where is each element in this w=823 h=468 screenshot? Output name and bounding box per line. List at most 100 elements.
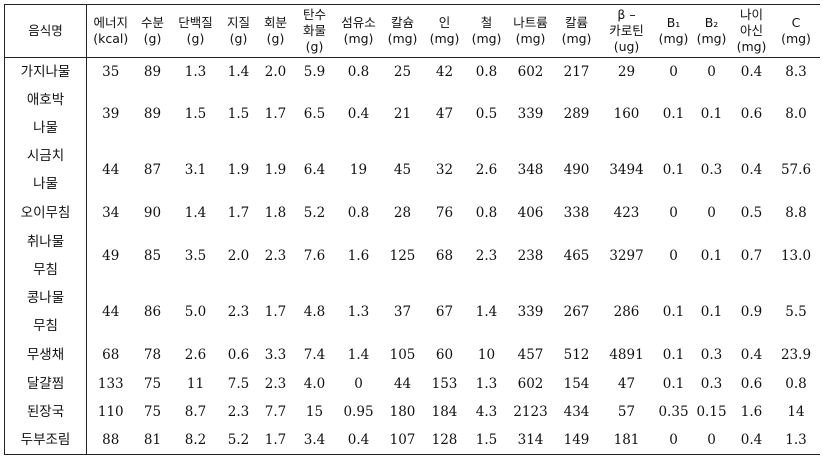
value-cell: 0.4 [740, 347, 763, 363]
value-cell: 2.3 [264, 376, 287, 392]
value-cell: 42 [435, 64, 454, 80]
value-cell: 286 [613, 304, 640, 320]
table-row: 된장국 110 75 8.7 2.3 7.7 15 0.95 180 184 4.3 2123 434 5… [4, 398, 820, 426]
value-cell: 125 [389, 248, 416, 264]
header-cell: 칼슘 (mg) [382, 4, 423, 58]
table-row: 달걀찜 133 75 11 7.5 2.3 4.0 0 44 153 1.3 602 154 47 0.1 0… [4, 370, 820, 398]
value-cell: 0.6 [227, 347, 250, 363]
value-cell: 160 [613, 106, 640, 122]
value-cell: 3.5 [184, 248, 207, 264]
value-cell: 149 [554, 426, 599, 455]
header-cell: B₂ (mg) [692, 4, 731, 58]
value-cell: 0.1 [662, 347, 685, 363]
food-name: 시금치 나물 [4, 142, 87, 198]
value-cell: 4.8 [303, 304, 326, 320]
value-cell: 0.15 [696, 404, 727, 420]
value-cell: 5.2 [220, 426, 257, 455]
value-cell: 1.5 [466, 426, 507, 455]
value-cell: 0.3 [700, 162, 723, 178]
value-cell: 44 [102, 162, 120, 178]
value-cell: 0 [669, 64, 678, 80]
table-row: 가지나물 35 89 1.3 1.4 2.0 5.9 0.8 25 42 0.8 602 217 29 0 0… [4, 57, 820, 86]
value-cell: 21 [393, 106, 412, 122]
value-cell: 1.3 [475, 376, 498, 392]
value-cell: 0.5 [475, 106, 498, 122]
value-cell: 184 [431, 404, 458, 420]
value-cell: 0.1 [700, 106, 723, 122]
value-cell: 289 [563, 106, 590, 122]
value-cell: 0.6 [740, 106, 763, 122]
value-cell: 2.3 [227, 304, 250, 320]
value-cell: 47 [617, 376, 636, 392]
value-cell: 217 [563, 64, 590, 80]
value-cell: 2.0 [227, 248, 250, 264]
value-cell: 0.1 [662, 304, 685, 320]
value-cell: 0 [707, 205, 716, 221]
value-cell: 0.1 [662, 106, 685, 122]
value-cell: 3.3 [264, 347, 287, 363]
food-name: 가지나물 [4, 57, 87, 86]
value-cell: 153 [431, 376, 458, 392]
value-cell: 1.4 [227, 64, 250, 80]
value-cell: 2.0 [264, 64, 287, 80]
food-name: 취나물 무침 [4, 228, 87, 284]
value-cell: 85 [143, 248, 162, 264]
value-cell: 39 [102, 106, 120, 122]
value-cell: 0.1 [700, 248, 723, 264]
value-cell: 90 [143, 205, 162, 221]
value-cell: 1.6 [347, 248, 370, 264]
food-name: 콩나물 무침 [4, 284, 87, 340]
value-cell: 0.8 [475, 64, 498, 80]
value-cell: 7.6 [303, 248, 326, 264]
value-cell: 1.4 [184, 205, 207, 221]
table-row: 콩나물 무침 44 86 5.0 2.3 1.7 4.8 1.3 37 67 1.4 339 267 28… [4, 284, 820, 340]
value-cell: 3494 [609, 162, 644, 178]
value-cell: 1.3 [347, 304, 370, 320]
value-cell: 0.6 [740, 376, 763, 392]
table-row: 시금치 나물 44 87 3.1 1.9 1.9 6.4 19 45 32 2.6 348 490 349… [4, 142, 820, 198]
value-cell: 28 [393, 205, 412, 221]
header-row: 음식명 에너지 (kcal) 수분 (g) 단백질 (g) 지질 (g) 회분 (g) 탄수… [4, 4, 820, 58]
header-cell: 철 (mg) [466, 4, 507, 58]
value-cell: 5.0 [184, 304, 207, 320]
value-cell: 339 [517, 304, 544, 320]
header-cell: 에너지 (kcal) [86, 4, 135, 58]
value-cell: 0.35 [658, 404, 689, 420]
food-name: 무생채 [4, 340, 87, 370]
value-cell: 86 [143, 304, 162, 320]
value-cell: 0.8 [475, 205, 498, 221]
value-cell: 0 [692, 426, 731, 455]
header-cell: 탄수 화물 (g) [294, 4, 335, 58]
table-row: 두부조림 88 81 8.2 5.2 1.7 3.4 0.4 107 128 1.5 314 149 18… [4, 426, 820, 455]
value-cell: 68 [102, 347, 120, 363]
value-cell: 457 [517, 347, 544, 363]
value-cell: 0.1 [662, 376, 685, 392]
header-cell: 음식명 [4, 4, 87, 58]
value-cell: 2123 [513, 404, 548, 420]
value-cell: 0 [669, 205, 678, 221]
value-cell: 37 [393, 304, 412, 320]
value-cell: 19 [349, 162, 368, 178]
value-cell: 8.8 [785, 205, 807, 221]
value-cell: 0.4 [347, 106, 370, 122]
value-cell: 7.4 [303, 347, 326, 363]
page: {"table": { "header": ["음식명", "에너지\n(kca… [0, 4, 823, 468]
value-cell: 7.7 [264, 404, 287, 420]
value-cell: 1.9 [227, 162, 250, 178]
value-cell: 0 [354, 376, 363, 392]
value-cell: 2.6 [475, 162, 498, 178]
value-cell: 1.3 [772, 426, 820, 455]
value-cell: 602 [517, 64, 544, 80]
value-cell: 154 [563, 376, 590, 392]
value-cell: 0.3 [700, 347, 723, 363]
header-cell: 인 (mg) [422, 4, 467, 58]
value-cell: 0.3 [700, 376, 723, 392]
value-cell: 81 [134, 426, 171, 455]
value-cell: 68 [435, 248, 454, 264]
table-row: 무생채 68 78 2.6 0.6 3.3 7.4 1.4 105 60 10 457 512 4891 0… [4, 340, 820, 370]
value-cell: 47 [435, 106, 454, 122]
table-row: 취나물 무침 49 85 3.5 2.0 2.3 7.6 1.6 125 68 2.3 238 465 3… [4, 228, 820, 284]
value-cell: 88 [86, 426, 135, 455]
table-body: 가지나물 35 89 1.3 1.4 2.0 5.9 0.8 25 42 0.8 602 217 29 0 0… [4, 57, 820, 455]
value-cell: 602 [517, 376, 544, 392]
